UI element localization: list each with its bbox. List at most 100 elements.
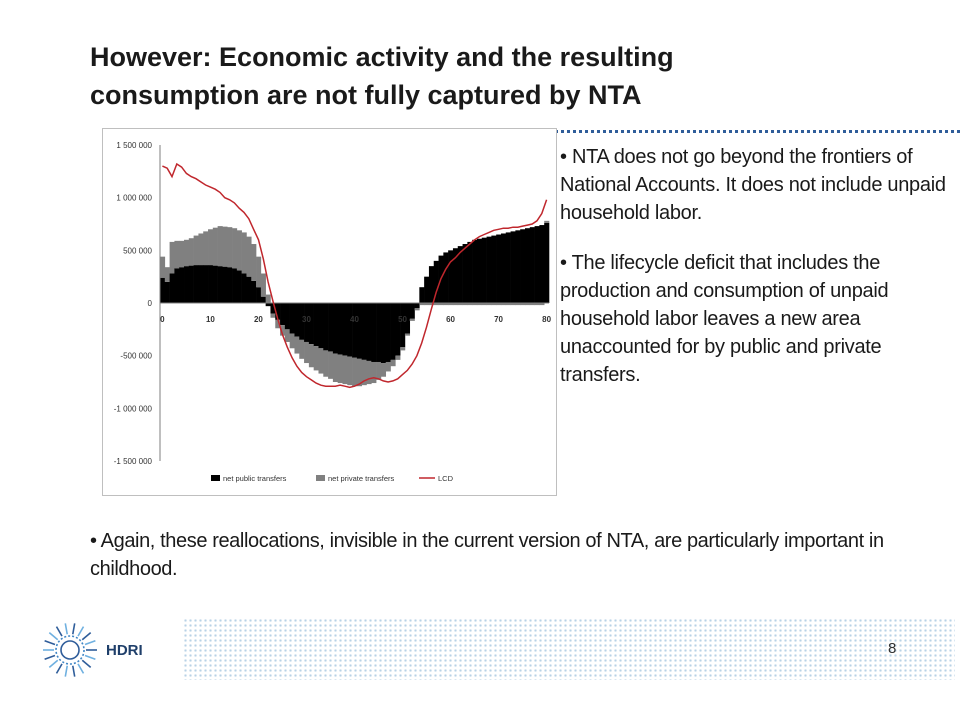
bar-public (188, 265, 194, 303)
bar-private (385, 361, 391, 372)
y-tick-label: -1 000 000 (114, 404, 153, 413)
bar-public (510, 231, 516, 303)
bar-public (467, 241, 473, 303)
bar-public (385, 303, 391, 362)
bar-public (260, 296, 266, 303)
y-tick-label: 1 500 000 (116, 141, 152, 150)
logo-ray (64, 623, 69, 635)
bar-public (443, 252, 449, 303)
bar-private (534, 303, 540, 306)
bar-public (539, 225, 545, 303)
logo-ray (44, 640, 56, 646)
bar-public (280, 303, 286, 326)
bar-private (246, 236, 252, 277)
y-tick-label: -1 500 000 (114, 457, 153, 466)
bar-public (500, 233, 507, 303)
lcd-line (162, 162, 548, 389)
bar-public (222, 266, 228, 303)
logo-text: HDRI (106, 642, 143, 659)
bar-private (313, 346, 319, 371)
logo-ray (64, 665, 69, 677)
bar-private (510, 303, 516, 306)
bar-public (284, 303, 290, 330)
bar-private (443, 303, 449, 306)
bar-private (539, 303, 545, 306)
bar-public (265, 303, 271, 307)
x-tick-label: 80 (542, 315, 551, 324)
bar-private (520, 303, 526, 306)
bar-public (332, 303, 338, 354)
bar-private (472, 303, 478, 306)
legend-swatch (211, 475, 220, 481)
x-tick-label: 50 (398, 315, 407, 324)
bar-public (184, 266, 190, 303)
bar-private (376, 361, 382, 380)
bar-private (280, 325, 286, 336)
legend-label: net private transfers (328, 474, 395, 483)
bar-public (246, 276, 252, 303)
x-tick-label: 30 (302, 315, 311, 324)
bar-private (169, 241, 175, 274)
logo-ray (71, 665, 76, 677)
bar-public (380, 303, 387, 364)
bar-private (256, 256, 262, 288)
bar-private (179, 240, 185, 268)
bar-private (500, 303, 507, 306)
bar-private (352, 357, 358, 387)
bar-public (342, 303, 348, 356)
bar-public (424, 276, 430, 303)
logo-ray (84, 640, 96, 646)
axis-layer (159, 145, 549, 461)
bar-public (308, 303, 314, 345)
bar-public (486, 236, 492, 303)
bar-public (376, 303, 382, 362)
bar-private (203, 231, 209, 266)
logo-ray (55, 663, 63, 674)
bar-private (462, 303, 468, 306)
bar-public (476, 238, 483, 303)
bar-private (299, 339, 305, 359)
bar-public (174, 268, 180, 303)
logo-ray (48, 632, 59, 641)
bar-public (179, 267, 185, 303)
bottom-bullet: • Again, these reallocations, invisible … (90, 527, 900, 583)
bar-private (174, 240, 180, 269)
bar-private (400, 347, 406, 351)
bar-private (184, 239, 190, 267)
legend-swatch (316, 475, 325, 481)
bar-private (476, 303, 483, 306)
bar-public (304, 303, 310, 342)
y-tick-label: 1 000 000 (116, 194, 152, 203)
slide-title-line1: However: Economic activity and the resul… (90, 42, 674, 72)
footer-dot-pattern (183, 618, 955, 680)
bar-public (227, 267, 233, 303)
bar-private (318, 348, 324, 374)
bar-public (414, 303, 420, 309)
bar-private (275, 319, 281, 329)
bar-public (356, 303, 363, 359)
bar-private (265, 294, 271, 303)
bar-private (198, 233, 204, 266)
bar-public (193, 265, 199, 303)
bar-private (304, 341, 310, 364)
bar-private (308, 344, 314, 368)
bar-private (236, 230, 242, 271)
y-tick-label: 500 000 (123, 246, 152, 255)
bar-public (289, 303, 295, 334)
x-tick-label: 60 (446, 315, 455, 324)
bar-private (452, 303, 459, 306)
bar-public (270, 303, 276, 314)
bar-public (366, 303, 372, 361)
bar-public (472, 239, 478, 303)
bar-private (160, 256, 166, 278)
bar-public (318, 303, 324, 349)
bar-private (361, 359, 367, 386)
bar-private (496, 303, 502, 306)
bar-private (347, 356, 353, 386)
bar-public (462, 244, 468, 303)
bar-private (232, 228, 238, 269)
legend-label: LCD (438, 474, 454, 483)
logo-ray (81, 659, 92, 668)
y-tick-label: 0 (148, 299, 153, 308)
bar-private (332, 353, 338, 382)
